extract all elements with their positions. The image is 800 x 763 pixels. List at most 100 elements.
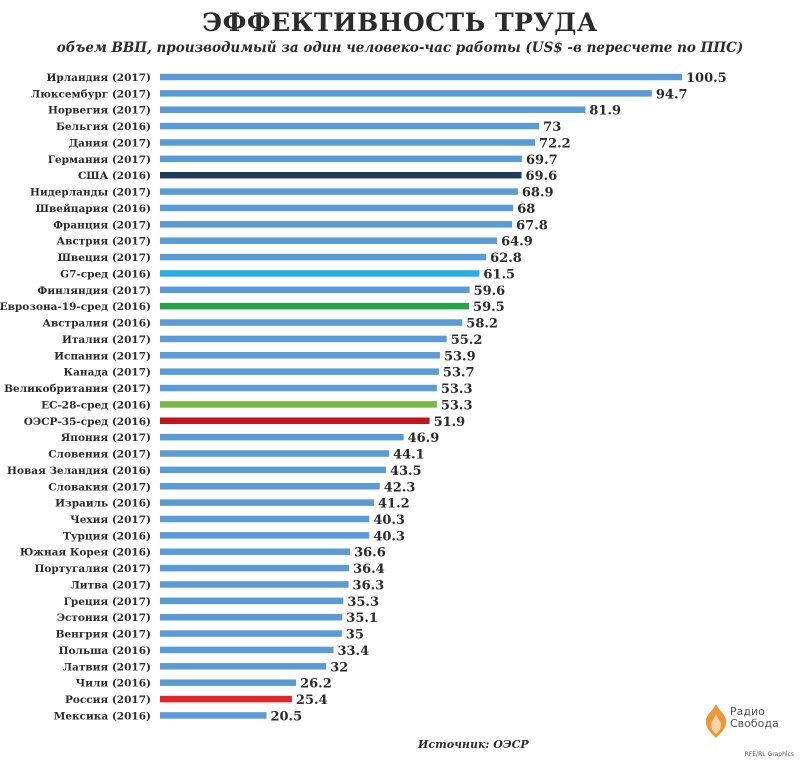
value-label: 53.3 — [441, 382, 473, 397]
value-label: 36.3 — [353, 578, 385, 593]
category-label: Великобритания (2017) — [4, 383, 151, 395]
value-label: 53.3 — [441, 398, 473, 413]
value-label: 61.5 — [483, 267, 515, 282]
bar — [160, 335, 447, 343]
category-label: Израиль (2016) — [55, 498, 151, 510]
value-label: 58.2 — [466, 317, 498, 332]
value-label: 51.9 — [434, 415, 466, 430]
value-label: 81.9 — [589, 104, 621, 119]
category-label: Эстония (2017) — [57, 612, 151, 624]
bar — [160, 663, 327, 670]
bar — [160, 613, 343, 621]
category-label: Чехия (2017) — [70, 514, 151, 526]
bar — [160, 188, 518, 195]
bar — [160, 646, 334, 654]
category-label: Швеция (2017) — [58, 252, 151, 264]
value-label: 55.2 — [451, 333, 483, 348]
bar — [160, 581, 349, 588]
category-label: Германия (2017) — [48, 154, 151, 166]
bar — [160, 712, 267, 719]
bar — [160, 548, 351, 555]
bar — [160, 532, 370, 539]
value-label: 53.7 — [443, 366, 475, 381]
category-label: Нидерланды (2017) — [30, 187, 151, 199]
value-label: 42.3 — [384, 480, 416, 495]
value-label: 69.6 — [526, 169, 558, 184]
value-label: 40.3 — [373, 513, 405, 528]
bar — [160, 302, 470, 310]
bar — [160, 417, 430, 425]
bar — [160, 630, 342, 637]
graphics-credit: RFE/RL Graphics — [744, 751, 794, 758]
bar — [160, 352, 440, 359]
value-label: 35.3 — [347, 595, 379, 610]
value-label: 94.7 — [656, 87, 688, 102]
bar — [160, 90, 652, 97]
category-label: G7-сред (2016) — [60, 268, 151, 280]
category-label: Еврозона-19-сред (2016) — [0, 301, 151, 313]
bar — [160, 319, 463, 326]
bar — [160, 695, 292, 703]
bar — [160, 384, 437, 392]
value-label: 44.1 — [393, 448, 425, 463]
bar — [160, 139, 536, 146]
value-label: 100.5 — [686, 71, 727, 86]
category-label: Турция (2016) — [63, 530, 151, 542]
value-label: 62.8 — [490, 251, 522, 266]
source-note: Источник: ОЭСР — [418, 738, 529, 751]
value-label: 32 — [330, 660, 348, 675]
value-label: 35 — [346, 628, 364, 643]
bar — [160, 237, 498, 244]
value-label: 59.6 — [474, 284, 506, 299]
category-label: Япония (2017) — [61, 432, 151, 444]
value-label: 46.9 — [408, 431, 440, 446]
value-label: 36.6 — [354, 546, 386, 561]
value-label: 35.1 — [346, 611, 378, 626]
category-label: Дания (2017) — [69, 137, 151, 149]
category-label: Испания (2017) — [54, 350, 151, 362]
bar — [160, 499, 374, 506]
category-label: Канада (2017) — [64, 367, 151, 379]
category-label: Австрия (2017) — [57, 236, 151, 248]
value-label: 72.2 — [539, 136, 571, 151]
chart-title: ЭФФЕКТИВНОСТЬ ТРУДА — [202, 8, 598, 37]
category-label: Финляндия (2017) — [37, 285, 151, 297]
value-label: 26.2 — [300, 677, 332, 692]
bar — [160, 679, 297, 686]
value-label: 64.9 — [501, 235, 533, 250]
category-label: Австралия (2016) — [42, 318, 151, 330]
value-label: 69.7 — [526, 153, 558, 168]
bar — [160, 122, 540, 130]
category-label: Франция (2017) — [53, 219, 151, 231]
value-label: 25.4 — [296, 693, 328, 708]
bar — [160, 270, 480, 277]
bar — [160, 433, 404, 441]
category-label: Бельгия (2016) — [56, 121, 151, 133]
value-label: 59.5 — [473, 300, 505, 315]
bar — [160, 368, 439, 375]
value-label: 68.9 — [522, 186, 554, 201]
radio-svoboda-logo: Радио Свобода — [703, 700, 793, 744]
logo-flame-icon — [705, 704, 727, 738]
value-label: 33.4 — [337, 644, 369, 659]
value-label: 43.5 — [390, 464, 422, 479]
logo-line-1: Радио — [730, 705, 765, 718]
category-label: Греция (2017) — [64, 596, 151, 608]
value-label: 20.5 — [270, 709, 302, 724]
bar — [160, 155, 523, 163]
category-label: Литва (2017) — [71, 579, 152, 591]
category-label: Южная Корея (2016) — [20, 547, 151, 559]
value-label: 36.4 — [353, 562, 385, 577]
value-label: 73 — [543, 120, 561, 135]
bar — [160, 253, 487, 261]
category-label: ЕС-28-сред (2016) — [41, 399, 151, 411]
bar — [160, 597, 344, 605]
bar — [160, 466, 386, 474]
category-label: Швейцария (2016) — [36, 203, 151, 215]
bar — [160, 286, 470, 294]
category-label: Италия (2017) — [62, 334, 151, 346]
category-label: Новая Зеландия (2016) — [7, 465, 151, 477]
bar — [160, 564, 350, 572]
value-label: 53.9 — [444, 349, 476, 364]
